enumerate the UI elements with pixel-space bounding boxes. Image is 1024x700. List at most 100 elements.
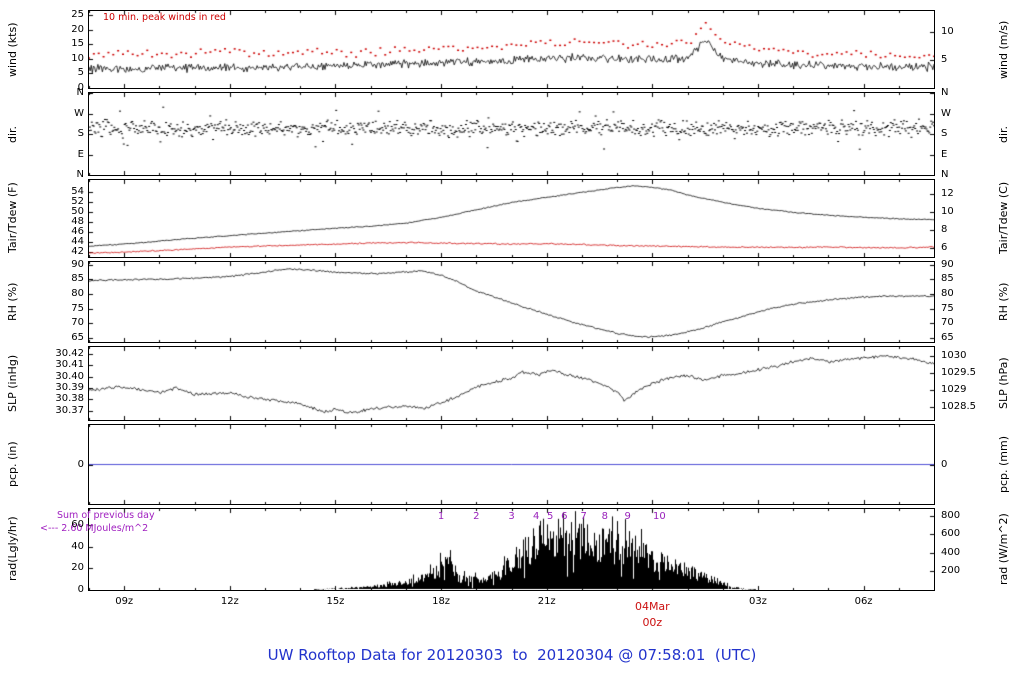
y-tick-label-left: 75	[71, 302, 84, 314]
y-tick-label-left: 25	[71, 9, 84, 21]
y-tick-label-right: 65	[941, 331, 954, 343]
temp-canvas	[89, 180, 934, 257]
x-tick-label: 06z	[854, 596, 873, 607]
panel-humidity	[88, 261, 935, 343]
y-tick-label-left: 42	[71, 246, 84, 258]
rad-sum-marker: 3	[508, 511, 515, 522]
y-tick-label-right: 1029	[941, 384, 967, 396]
y-tick-label-left: 48	[71, 216, 84, 228]
rad-sum-note-line1: Sum of previous day	[57, 510, 155, 521]
x-tick-label: 15z	[326, 596, 345, 607]
y-tick-label-right: 200	[941, 565, 961, 577]
y-tick-label-left: 90	[71, 258, 84, 270]
y-tick-label-right: 85	[941, 273, 954, 285]
rad-sum-marker: 10	[653, 511, 666, 522]
y-tick-label-left: W	[74, 107, 84, 119]
y-tick-label-right: E	[941, 148, 948, 160]
rad-sum-marker: 8	[601, 511, 608, 522]
y-tick-label-left: 30.40	[55, 370, 84, 382]
rad-sum-note-line2: <--- 2.60 MJoules/m^2	[40, 523, 149, 534]
y-tick-label-right: 70	[941, 317, 954, 329]
y-tick-label-left: 46	[71, 226, 84, 238]
y-tick-label-right: 12	[941, 188, 954, 200]
y-tick-label-left: 30.42	[55, 347, 84, 359]
y-tick-label-right: 5	[941, 53, 948, 65]
slp-canvas	[89, 347, 934, 420]
panel-direction	[88, 92, 935, 176]
rad-canvas	[89, 509, 934, 590]
y-tick-label-left: 44	[71, 236, 84, 248]
y-tick-label-left: 0	[77, 82, 84, 93]
y-tick-label-left: 30.39	[55, 382, 84, 394]
y-tick-label-right: 75	[941, 302, 954, 314]
rad-sum-marker: 2	[473, 511, 480, 522]
y-tick-label-left: 52	[71, 196, 84, 208]
y-tick-label-right: 80	[941, 288, 954, 299]
y-tick-label-right: 1030	[941, 350, 967, 362]
x-tick-label: 12z	[220, 596, 239, 607]
x-tick-label: 18z	[432, 596, 451, 607]
panel-temperature	[88, 179, 935, 258]
dir-canvas	[89, 93, 934, 175]
y-tick-label-left: E	[77, 148, 84, 160]
y-tick-label-right: 800	[941, 509, 961, 521]
y-tick-label-left: 20	[71, 562, 84, 574]
y-tick-label-right: 6	[941, 242, 948, 254]
y-tick-label-left: 70	[71, 317, 84, 329]
y-tick-label-left: 0	[77, 458, 84, 470]
y-tick-label-right: 0	[941, 458, 948, 470]
rad-sum-marker: 4	[532, 511, 540, 522]
y-tick-label-left: 50	[71, 206, 84, 218]
y-tick-label-left: 65	[71, 331, 84, 343]
panel-radiation	[88, 508, 935, 591]
y-tick-label-left: 30.37	[55, 404, 84, 416]
y-tick-label-left: 0	[77, 584, 84, 595]
yaxis-title-wind-right: wind (m/s)	[997, 20, 1010, 79]
rad-sum-marker: 5	[547, 511, 554, 522]
y-tick-label-left: 80	[71, 288, 84, 299]
y-tick-label-left: 15	[71, 38, 84, 50]
y-tick-label-right: 90	[941, 258, 954, 270]
y-tick-label-left: N	[76, 169, 84, 180]
chart-title: UW Rooftop Data for 20120303 to 20120304…	[267, 646, 757, 664]
y-tick-label-left: 54	[71, 186, 84, 198]
y-tick-label-left: 5	[77, 67, 84, 79]
x-tick-month-label: 04Mar	[634, 600, 670, 613]
y-tick-label-right: N	[941, 87, 949, 98]
panel-wind	[88, 10, 935, 89]
x-tick-label: 21z	[537, 596, 556, 607]
x-tick-label: 00z	[642, 616, 663, 629]
panel-precipitation	[88, 424, 935, 505]
y-tick-label-right: 1028.5	[941, 400, 976, 412]
y-tick-label-right: 10	[941, 206, 954, 218]
y-tick-label-left: 20	[71, 23, 84, 35]
y-tick-label-left: S	[77, 128, 84, 139]
y-tick-label-right: W	[941, 107, 951, 119]
y-tick-label-left: 30.38	[55, 393, 84, 405]
y-tick-label-right: 400	[941, 546, 961, 558]
y-tick-label-left: 60	[71, 519, 84, 531]
y-tick-label-left: 30.41	[55, 359, 84, 371]
y-tick-label-right: S	[941, 128, 948, 139]
y-tick-label-left: 40	[71, 540, 84, 552]
rad-sum-marker: 6	[561, 511, 568, 522]
panel-pressure	[88, 346, 935, 421]
y-tick-label-left: 85	[71, 273, 84, 285]
rad-sum-marker: 7	[580, 511, 587, 522]
y-tick-label-left: N	[76, 87, 84, 98]
wind-canvas	[89, 11, 934, 88]
y-tick-label-right: N	[941, 169, 949, 180]
rh-canvas	[89, 262, 934, 342]
peak-wind-note: 10 min. peak winds in red	[103, 12, 226, 23]
pcp-canvas	[89, 425, 934, 504]
y-tick-label-right: 600	[941, 528, 961, 540]
y-tick-label-right: 8	[941, 224, 948, 236]
rad-sum-marker: 9	[624, 511, 631, 522]
x-tick-label: 03z	[748, 596, 767, 607]
y-tick-label-left: 10	[71, 52, 84, 64]
rad-sum-marker: 1	[437, 511, 445, 522]
y-tick-label-right: 10	[941, 25, 954, 37]
x-tick-label: 09z	[115, 596, 134, 607]
y-tick-label-right: 1029.5	[941, 367, 976, 379]
